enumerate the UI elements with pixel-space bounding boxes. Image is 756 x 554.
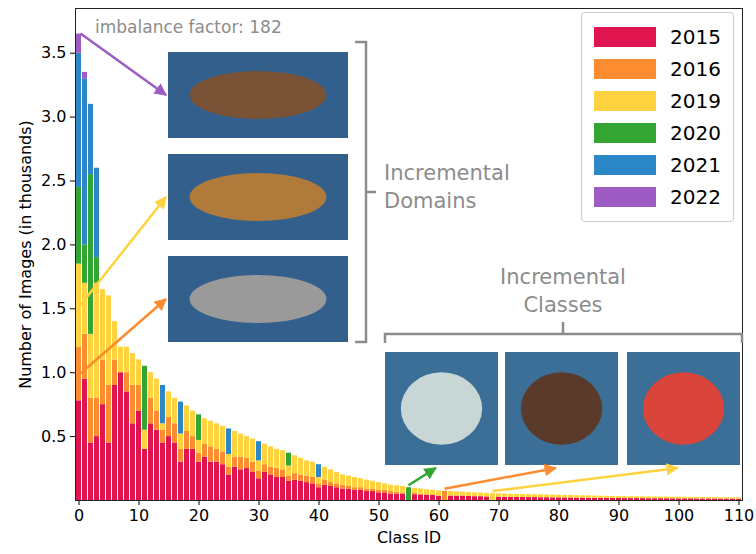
svg-text:2.0: 2.0: [41, 235, 66, 254]
svg-text:0.5: 0.5: [41, 427, 66, 446]
svg-text:1.0: 1.0: [41, 363, 66, 382]
svg-text:100: 100: [664, 506, 695, 525]
svg-text:60: 60: [429, 506, 449, 525]
svg-text:IncrementalDomains: IncrementalDomains: [384, 161, 510, 213]
html-text:2015: 2015: [670, 25, 721, 49]
svg-text:20: 20: [189, 506, 209, 525]
html-text:2021: 2021: [670, 153, 721, 177]
html-text:2019: 2019: [670, 89, 721, 113]
html-text:2016: 2016: [670, 57, 721, 81]
svg-text:70: 70: [489, 506, 509, 525]
svg-text:2.5: 2.5: [41, 171, 66, 190]
html-text:2022: 2022: [670, 185, 721, 209]
svg-text:40: 40: [309, 506, 329, 525]
svg-text:30: 30: [249, 506, 269, 525]
svg-text:Class ID: Class ID: [377, 528, 441, 547]
svg-text:3.5: 3.5: [41, 43, 66, 62]
svg-text:imbalance factor: 182: imbalance factor: 182: [95, 17, 282, 37]
svg-text:IncrementalClasses: IncrementalClasses: [500, 265, 626, 317]
html-text:2020: 2020: [670, 121, 721, 145]
svg-text:10: 10: [129, 506, 149, 525]
svg-text:3.0: 3.0: [41, 107, 66, 126]
svg-text:80: 80: [549, 506, 569, 525]
svg-text:1.5: 1.5: [41, 299, 66, 318]
svg-text:110: 110: [724, 506, 755, 525]
svg-text:Number of Images (in thousands: Number of Images (in thousands): [16, 120, 35, 389]
svg-text:0: 0: [74, 506, 84, 525]
svg-text:50: 50: [369, 506, 389, 525]
svg-text:90: 90: [609, 506, 629, 525]
